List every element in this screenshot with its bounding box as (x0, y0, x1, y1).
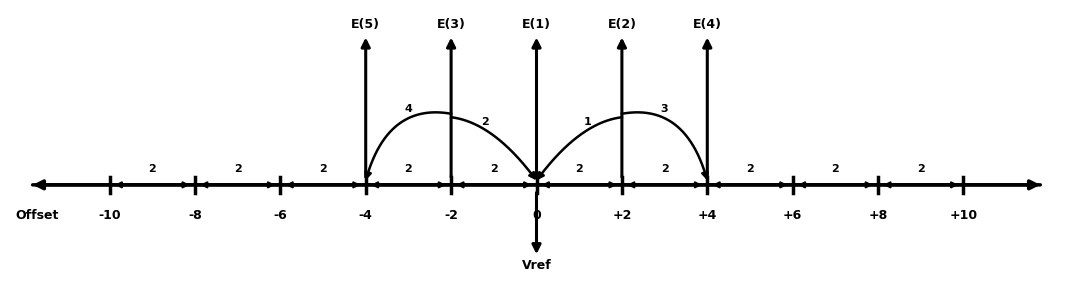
Text: 2: 2 (234, 164, 241, 173)
Text: -10: -10 (99, 209, 121, 222)
Text: 2: 2 (319, 164, 327, 173)
Text: 3: 3 (661, 104, 668, 113)
Text: -8: -8 (188, 209, 202, 222)
Text: 2: 2 (148, 164, 156, 173)
Text: 2: 2 (832, 164, 839, 173)
Text: E(4): E(4) (693, 18, 722, 31)
Text: +10: +10 (950, 209, 978, 222)
Text: 2: 2 (661, 164, 668, 173)
Text: E(1): E(1) (521, 18, 552, 31)
Text: +2: +2 (613, 209, 632, 222)
Text: Vref: Vref (521, 260, 552, 273)
Text: 2: 2 (482, 117, 489, 127)
Text: Offset: Offset (16, 209, 59, 222)
Text: 2: 2 (746, 164, 754, 173)
Text: E(3): E(3) (437, 18, 466, 31)
Text: 4: 4 (405, 104, 412, 113)
Text: +4: +4 (697, 209, 717, 222)
Text: E(2): E(2) (607, 18, 636, 31)
Text: 2: 2 (405, 164, 412, 173)
Text: 2: 2 (490, 164, 498, 173)
Text: 1: 1 (584, 117, 591, 127)
Text: 2: 2 (575, 164, 583, 173)
Text: 2: 2 (917, 164, 925, 173)
Text: +6: +6 (783, 209, 803, 222)
Text: -4: -4 (358, 209, 372, 222)
Text: E(5): E(5) (351, 18, 380, 31)
Text: -6: -6 (274, 209, 288, 222)
Text: 0: 0 (532, 209, 541, 222)
Text: -2: -2 (444, 209, 458, 222)
Text: +8: +8 (868, 209, 887, 222)
